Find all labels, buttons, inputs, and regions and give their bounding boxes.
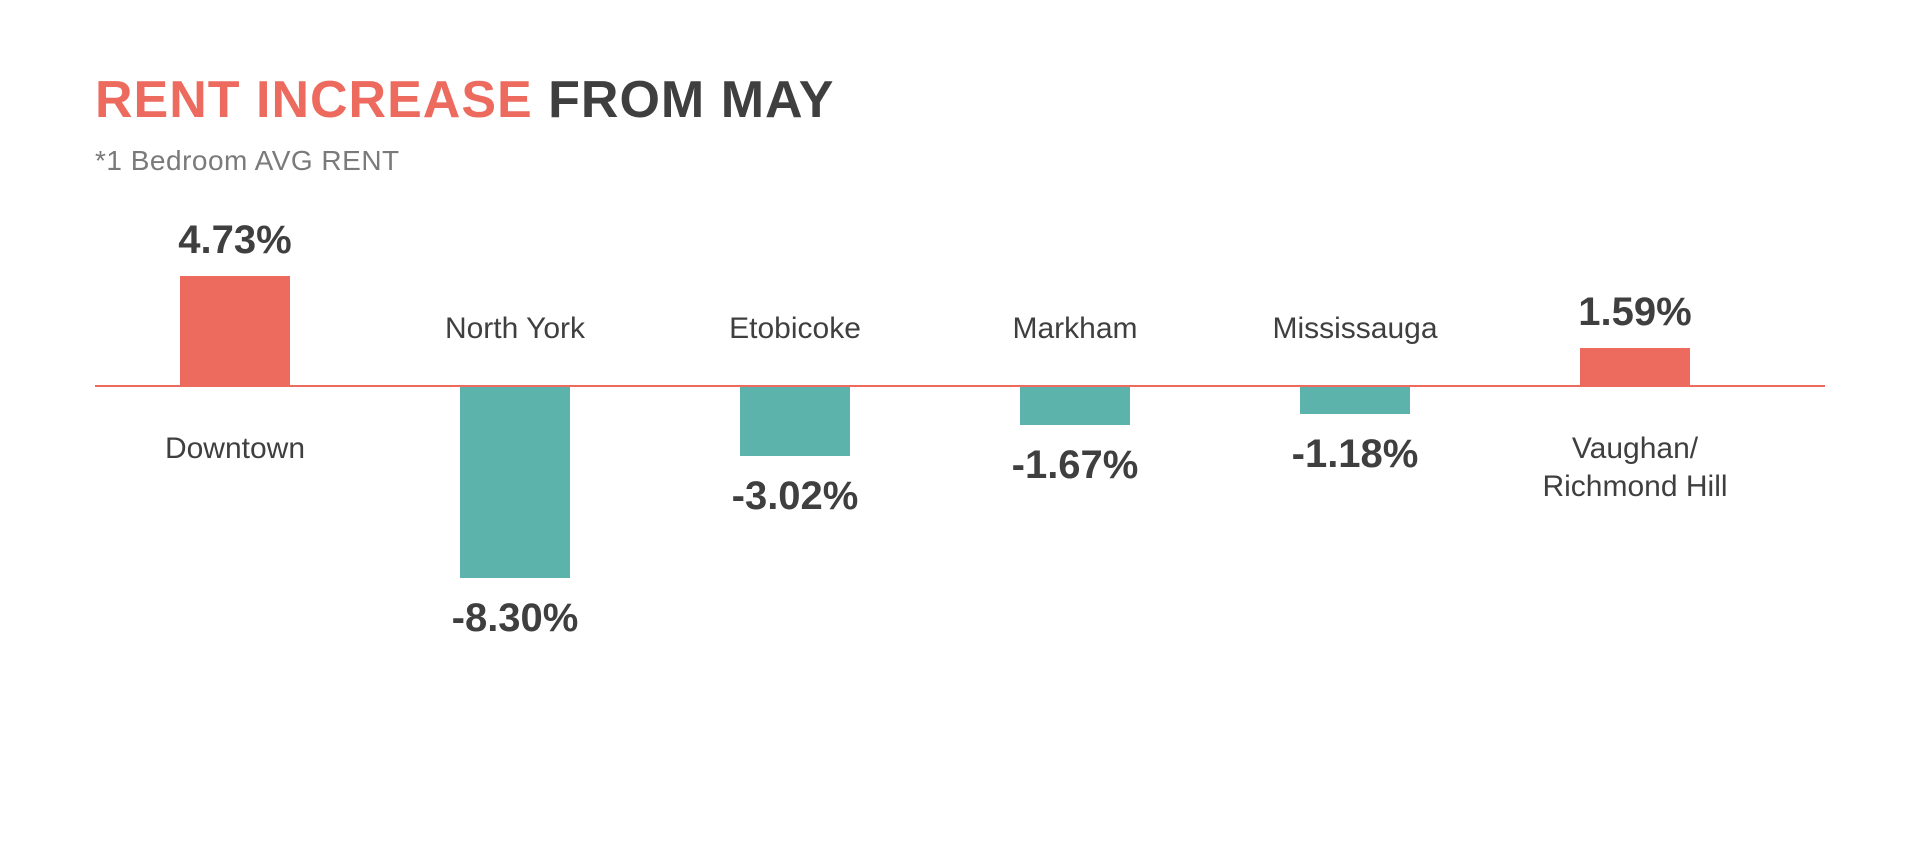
chart-bar bbox=[1020, 387, 1130, 425]
chart-value-label: 4.73% bbox=[178, 218, 291, 263]
chart-value-label: -1.67% bbox=[1012, 443, 1139, 488]
chart-column: -1.67% Markham bbox=[935, 210, 1215, 785]
chart-value-label: 1.59% bbox=[1578, 290, 1691, 335]
chart-title: RENT INCREASE FROM MAY bbox=[95, 70, 834, 130]
chart-column: -3.02% Etobicoke bbox=[655, 210, 935, 785]
chart-bar bbox=[180, 276, 290, 385]
chart-column: -8.30% North York bbox=[375, 210, 655, 785]
chart-column: 1.59% Vaughan/ Richmond Hill bbox=[1495, 210, 1775, 785]
chart-subtitle: *1 Bedroom AVG RENT bbox=[95, 145, 400, 177]
chart-bar bbox=[1300, 387, 1410, 414]
chart-bar bbox=[460, 387, 570, 578]
page-root: RENT INCREASE FROM MAY *1 Bedroom AVG RE… bbox=[0, 0, 1920, 845]
chart-value-label: -8.30% bbox=[452, 596, 579, 641]
chart-category-label: North York bbox=[445, 310, 585, 348]
chart-value-label: -1.18% bbox=[1292, 432, 1419, 477]
chart-title-rest: FROM MAY bbox=[533, 71, 835, 129]
chart-category-label: Markham bbox=[1012, 310, 1137, 348]
chart-category-label: Downtown bbox=[165, 430, 305, 468]
chart-column: -1.18% Mississauga bbox=[1215, 210, 1495, 785]
chart-column: 4.73% Downtown bbox=[95, 210, 375, 785]
chart-category-label: Etobicoke bbox=[729, 310, 861, 348]
chart-category-label: Mississauga bbox=[1272, 310, 1437, 348]
chart-bar bbox=[740, 387, 850, 456]
chart-bar bbox=[1580, 348, 1690, 385]
chart-title-accent: RENT INCREASE bbox=[95, 71, 533, 129]
chart-category-label: Vaughan/ Richmond Hill bbox=[1542, 430, 1727, 505]
rent-increase-chart: 4.73% Downtown -8.30% North York -3.02% Etobi… bbox=[95, 210, 1825, 785]
chart-value-label: -3.02% bbox=[732, 474, 859, 519]
